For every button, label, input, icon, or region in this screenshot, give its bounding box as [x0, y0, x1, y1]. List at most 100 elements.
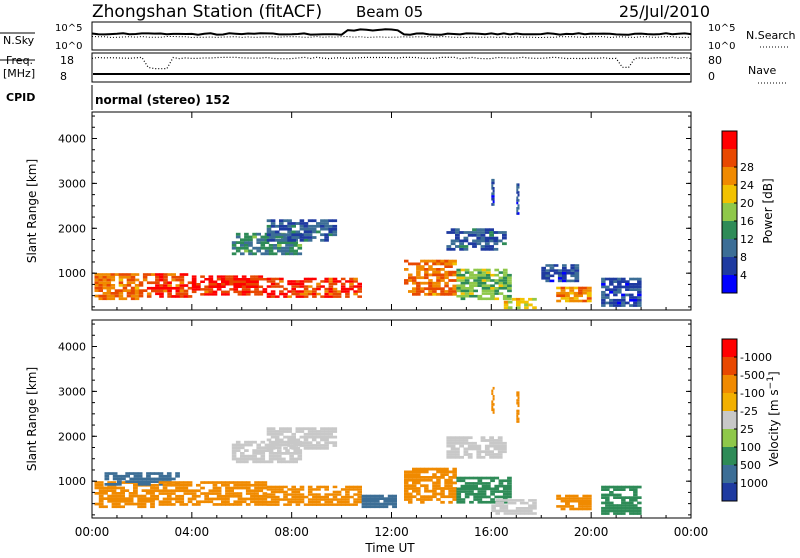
data-cell — [503, 303, 509, 307]
data-cell — [349, 485, 354, 489]
data-cell — [208, 497, 214, 501]
data-cell — [311, 236, 317, 239]
data-cell — [582, 289, 588, 292]
data-cell — [353, 280, 358, 283]
data-cell — [252, 449, 257, 452]
data-cell — [268, 460, 274, 464]
data-cell — [307, 435, 313, 439]
data-cell — [155, 286, 160, 290]
colorbar-tick-label: 28 — [740, 161, 754, 174]
data-cell — [621, 298, 626, 302]
data-cell — [374, 497, 380, 500]
data-cell — [316, 430, 321, 433]
data-cell — [424, 281, 429, 285]
data-cell — [498, 279, 504, 282]
data-cell — [637, 304, 642, 307]
data-cell — [297, 244, 303, 247]
data-cell — [494, 484, 500, 488]
data-cell — [349, 488, 354, 491]
data-cell — [332, 277, 338, 281]
data-cell — [179, 284, 185, 287]
data-cell — [605, 301, 610, 305]
data-cell — [225, 293, 230, 296]
data-cell — [621, 496, 626, 499]
data-cell — [141, 505, 147, 509]
colorbar-tick-label: 8 — [740, 251, 747, 264]
data-cell — [162, 477, 168, 481]
data-cell — [420, 276, 425, 280]
data-cell — [345, 495, 350, 499]
data-cell — [557, 279, 563, 283]
data-cell — [133, 483, 138, 487]
data-cell — [586, 297, 592, 300]
data-cell — [609, 504, 614, 507]
data-cell — [166, 481, 172, 484]
data-cell — [297, 246, 303, 250]
data-cell — [560, 507, 566, 511]
freq-panel: Freq. [MHz] 18 8 80 0 Nave — [0, 52, 786, 84]
data-cell — [102, 278, 108, 282]
data-cell — [601, 485, 606, 489]
data-cell — [138, 294, 144, 298]
data-cell — [163, 273, 168, 276]
data-cell — [436, 481, 441, 485]
data-cell — [291, 238, 296, 242]
data-cell — [254, 293, 259, 296]
data-cell — [582, 286, 588, 290]
data-cell — [408, 498, 413, 501]
data-cell — [477, 490, 483, 493]
data-cell — [469, 476, 474, 480]
data-cell — [503, 509, 509, 513]
data-cell — [287, 488, 292, 491]
data-cell — [155, 284, 160, 287]
data-cell — [560, 289, 566, 292]
data-cell — [404, 279, 409, 282]
data-cell — [166, 474, 172, 478]
data-cell — [502, 487, 508, 491]
nsky-label: N.Sky — [3, 34, 35, 47]
scatter-region — [456, 268, 512, 301]
data-cell — [459, 242, 464, 246]
data-cell — [404, 470, 409, 474]
data-cell — [159, 284, 164, 287]
data-cell — [582, 291, 588, 295]
data-cell — [424, 467, 429, 471]
data-cell — [370, 497, 376, 500]
data-cell — [245, 489, 251, 493]
data-cell — [291, 485, 296, 489]
data-cell — [270, 485, 276, 489]
data-cell — [266, 432, 272, 436]
data-cell — [578, 289, 583, 292]
data-cell — [179, 497, 185, 501]
data-cell — [516, 188, 519, 192]
data-cell — [464, 281, 470, 285]
data-cell — [117, 480, 122, 483]
data-cell — [486, 297, 491, 301]
scatter-region — [601, 485, 642, 515]
data-cell — [502, 279, 508, 282]
data-cell — [200, 275, 205, 278]
data-cell — [244, 449, 249, 452]
data-cell — [357, 488, 362, 491]
data-cell — [625, 293, 630, 297]
data-cell — [154, 494, 160, 498]
data-cell — [162, 483, 168, 487]
data-cell — [175, 500, 180, 504]
data-cell — [621, 285, 626, 289]
data-cell — [446, 453, 452, 456]
data-cell — [404, 492, 409, 496]
data-cell — [299, 498, 305, 501]
data-cell — [130, 297, 136, 301]
data-cell — [450, 453, 456, 456]
data-cell — [216, 275, 222, 278]
data-cell — [277, 443, 282, 447]
data-cell — [392, 494, 397, 498]
data-cell — [279, 219, 284, 223]
data-cell — [625, 288, 630, 291]
data-cell — [183, 486, 189, 490]
data-cell — [196, 503, 201, 506]
data-cell — [171, 295, 176, 298]
data-cell — [171, 275, 176, 279]
data-cell — [254, 489, 259, 493]
data-cell — [473, 273, 478, 277]
